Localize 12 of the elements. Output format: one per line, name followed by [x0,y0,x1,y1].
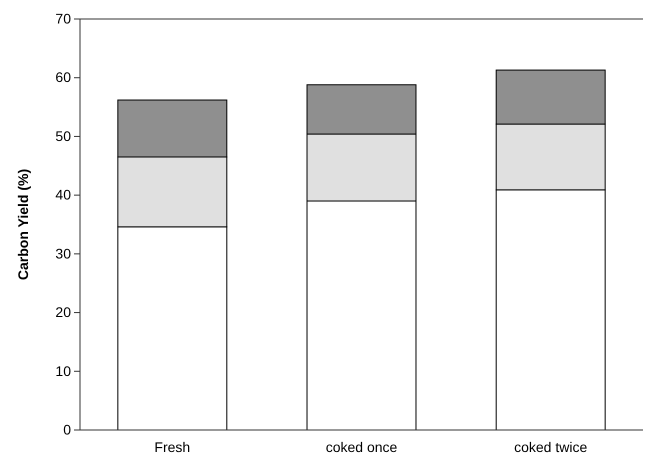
x-tick-label: coked once [326,438,398,455]
x-tick-label: coked twice [514,438,588,455]
y-tick-label: 10 [55,362,72,379]
y-axis-title: Carbon Yield (%) [15,168,31,280]
y-tick-label: 30 [55,245,72,262]
y-tick-label: 50 [55,128,72,144]
x-tick-label: Fresh [154,438,190,455]
y-tick-label: 0 [63,421,72,438]
y-tick-label: 20 [55,304,72,320]
y-tick-label: 40 [55,186,72,203]
y-tick-label: 70 [55,10,72,26]
y-tick-label: 60 [55,69,72,86]
